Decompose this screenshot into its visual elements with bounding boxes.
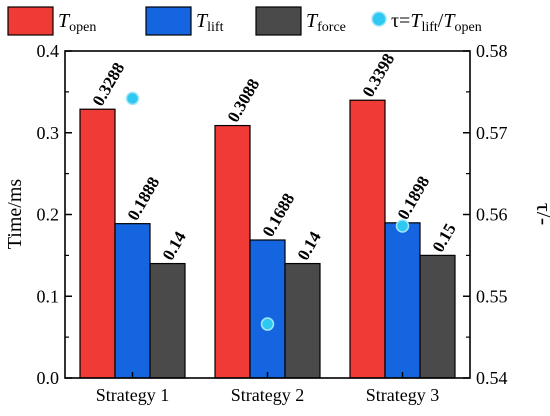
x-tick-label: Strategy 2 [231,385,305,405]
legend-label-tau: τ=Tlift/Topen [391,10,482,35]
legend-label-open: Topen [58,10,96,35]
bar-force-3 [419,254,456,379]
bar-force-1 [149,262,186,379]
value-label-lift-1: 0.1888 [124,174,164,224]
legend-label-force: Tforce [306,10,346,35]
y2-tick-label: 0.54 [476,368,508,388]
y2-tick-label: 0.57 [476,123,508,143]
value-label-open-2: 0.3088 [224,76,264,126]
bar-lift-1 [114,223,151,379]
value-label-open-3: 0.3398 [359,50,399,100]
y-axis-label: Time/ms [4,179,26,250]
value-label-force-1: 0.14 [159,228,191,264]
y-tick-label: 0.1 [37,286,60,306]
bar-force-2 [284,262,321,379]
bar-lift-3 [384,222,421,379]
y2-axis-label: τ/- [532,203,550,225]
bar-open-3 [349,99,386,379]
bar-lift-2 [249,239,286,379]
tau-point-2 [260,317,275,331]
value-label-open-1: 0.3288 [89,59,129,109]
value-label-lift-2: 0.1688 [259,190,299,240]
y-tick-label: 0.4 [37,41,60,61]
tau-point-1 [125,91,140,106]
y2-tick-label: 0.58 [476,41,508,61]
x-tick-label: Strategy 1 [96,385,170,405]
x-tick-label: Strategy 3 [366,385,440,405]
y-tick-label: 0.0 [37,368,60,388]
legend-swatch-force [255,6,302,36]
legend-marker-tau [371,11,387,27]
legend-swatch-lift [145,6,192,36]
points-layer [125,91,410,331]
legend-label-lift: Tlift [196,10,224,35]
y-tick-label: 0.3 [37,123,60,143]
bar-open-2 [214,124,251,379]
legend-swatch-open [7,6,54,36]
y-tick-label: 0.2 [37,205,60,225]
value-label-force-2: 0.14 [294,228,326,264]
bars-layer [79,99,456,379]
legend: Topen Tlift Tforce τ=Tlift/Topen [7,6,482,36]
y2-tick-label: 0.56 [476,205,508,225]
value-label-lift-3: 0.1898 [394,173,434,223]
tau-point-3 [395,219,410,233]
value-label-force-3: 0.15 [429,220,460,255]
axes-layer: 0.0 0.1 0.2 0.3 0.4 0.54 0.55 0.56 0.57 0.58 Strat… [37,41,508,405]
y2-tick-label: 0.55 [476,286,508,306]
bar-open-1 [79,108,116,379]
